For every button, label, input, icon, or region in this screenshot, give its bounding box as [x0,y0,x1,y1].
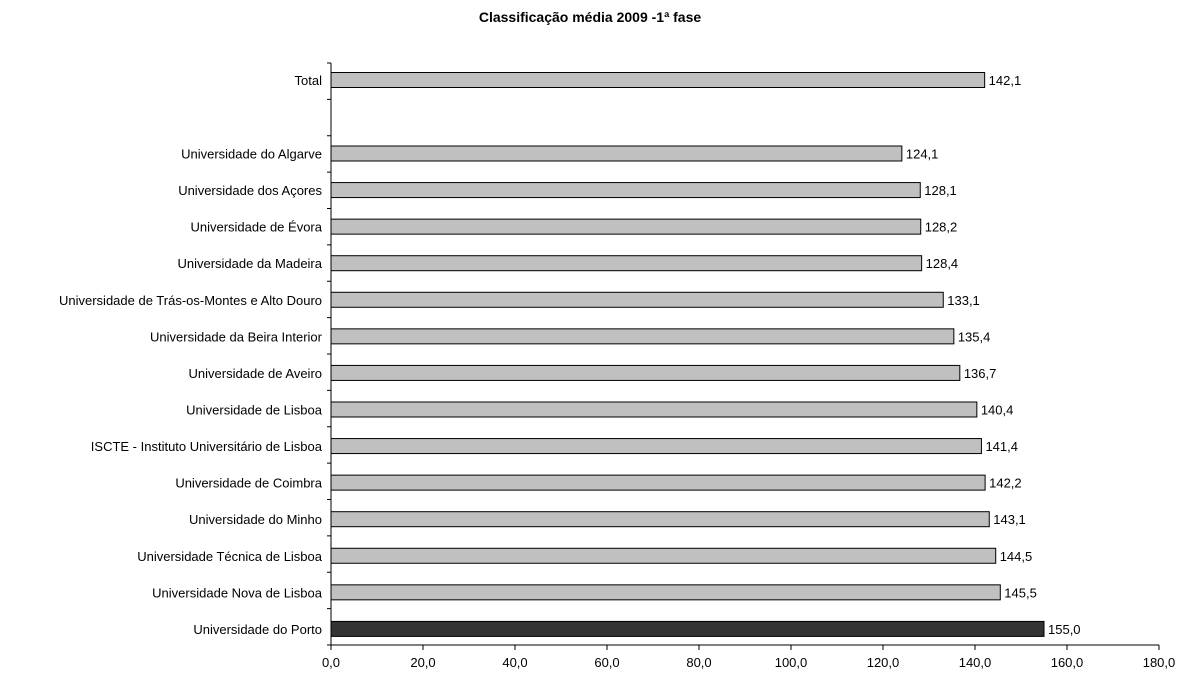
bar [330,145,903,162]
bar [330,182,921,199]
bar [330,474,986,491]
bar [330,584,1001,601]
category-label: Universidade de Lisboa [186,402,323,417]
tick-label: 40,0 [502,655,527,670]
category-label: Universidade da Beira Interior [150,329,323,344]
tick-label: 20,0 [410,655,435,670]
data-label: 144,5 [1000,549,1033,564]
tick-label: 100,0 [775,655,808,670]
data-label: 133,1 [947,293,980,308]
tick-label: 140,0 [959,655,992,670]
bar [330,547,997,564]
data-label: 128,1 [924,183,957,198]
category-label: Universidade do Algarve [181,147,322,162]
tick-label: 120,0 [867,655,900,670]
data-label: 155,0 [1048,622,1081,637]
tick-label: 180,0 [1143,655,1176,670]
category-label: Universidade do Minho [189,512,322,527]
data-label: 135,4 [958,329,991,344]
data-label: 136,7 [964,366,997,381]
category-label: Universidade Técnica de Lisboa [137,549,323,564]
chart-title: Classificação média 2009 -1ª fase [479,9,702,25]
data-label: 145,5 [1004,585,1037,600]
bar [330,511,990,528]
data-label: 128,4 [926,256,959,271]
category-label: Universidade dos Açores [178,183,322,198]
category-label: Universidade do Porto [193,622,322,637]
data-label: 143,1 [993,512,1026,527]
bar [330,255,923,272]
category-label: Universidade de Trás-os-Montes e Alto Do… [59,293,322,308]
bar [330,438,982,455]
data-label: 128,2 [925,220,958,235]
tick-label: 0,0 [322,655,340,670]
tick-label: 80,0 [686,655,711,670]
data-label: 141,4 [985,439,1018,454]
category-label: Universidade de Aveiro [189,366,322,381]
category-label: Universidade de Coimbra [175,476,322,491]
bar [330,620,1045,637]
tick-label: 160,0 [1051,655,1084,670]
bar [330,364,961,381]
data-label: 124,1 [906,147,939,162]
category-label: ISCTE - Instituto Universitário de Lisbo… [91,439,323,454]
category-label: Universidade da Madeira [177,256,322,271]
data-label: 140,4 [981,402,1014,417]
bar [330,218,922,235]
bar [330,401,978,418]
data-label: 142,1 [989,73,1022,88]
data-label: 142,2 [989,476,1022,491]
bar [330,328,955,345]
category-label: Universidade Nova de Lisboa [152,585,323,600]
category-label: Universidade de Évora [190,220,322,235]
bar [330,291,944,308]
bar [330,72,986,88]
category-label: Total [295,73,323,88]
plot-area: 0,0 20,0 40,0 60,0 80,0 100,0 120,0 140,0 160,0 1… [59,62,1176,670]
tick-label: 60,0 [594,655,619,670]
